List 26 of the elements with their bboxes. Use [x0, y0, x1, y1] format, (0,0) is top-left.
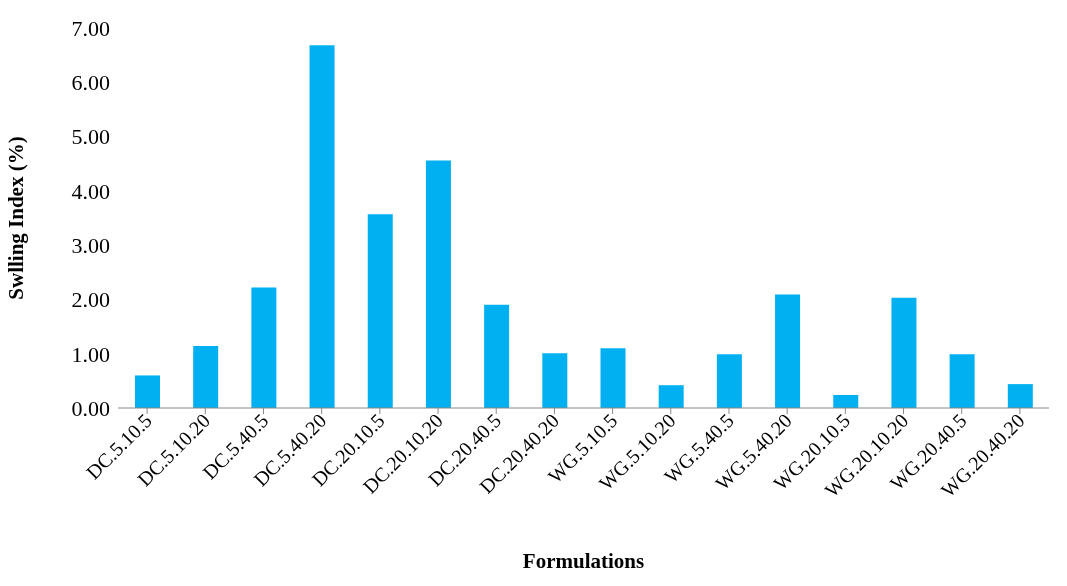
bar — [716, 354, 742, 408]
bar — [833, 394, 859, 408]
bar — [251, 287, 277, 408]
bar — [193, 346, 219, 408]
y-tick-label: 4.00 — [71, 178, 110, 204]
y-tick-label: 6.00 — [71, 70, 110, 96]
bar — [891, 297, 917, 408]
bar — [484, 304, 510, 408]
bar — [425, 160, 451, 408]
y-tick-label: 2.00 — [71, 287, 110, 313]
y-tick-label: 1.00 — [71, 341, 110, 367]
bar — [135, 375, 160, 408]
y-tick-label: 5.00 — [71, 124, 110, 150]
bar — [542, 353, 568, 408]
y-tick-label: 3.00 — [71, 232, 110, 258]
bar — [658, 385, 684, 408]
bar — [1007, 384, 1033, 408]
bar — [600, 348, 626, 408]
bar — [949, 354, 975, 408]
bar — [367, 214, 393, 408]
x-axis-title: Formulations — [522, 549, 645, 573]
y-tick-label: 0.00 — [71, 395, 110, 421]
bar — [775, 294, 801, 408]
y-axis-title: Swlling Index (%) — [4, 136, 29, 300]
bar — [309, 45, 335, 408]
y-tick-label: 7.00 — [71, 15, 110, 41]
